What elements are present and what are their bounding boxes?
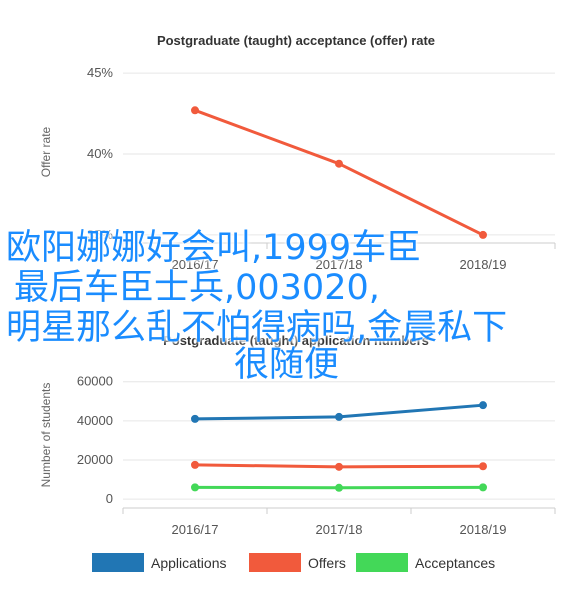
chart2-data-point — [335, 412, 343, 421]
chart1-x-tick-label: 2016/17 — [172, 257, 219, 272]
chart1-series — [191, 106, 487, 239]
overlay-text-line-2: 最后车臣士兵,003020, — [14, 268, 380, 308]
chart2-y-tick-label: 20000 — [77, 452, 113, 467]
chart2-x-tick-label: 2016/17 — [172, 522, 219, 537]
chart1-y-axis-title: Offer rate — [39, 126, 53, 177]
overlay-text-line-4: 很随便 — [234, 345, 340, 385]
chart1-y-tick-label: 40% — [87, 146, 113, 161]
chart2-legend: Applications Offers Acceptances — [92, 553, 495, 572]
chart2-data-point — [191, 483, 199, 492]
chart2-data-point — [191, 414, 199, 423]
legend-label[interactable]: Applications — [151, 555, 227, 571]
chart2-series — [191, 401, 487, 492]
chart2-y-ticks: 0 20000 40000 60000 — [77, 374, 113, 506]
chart2-x-ticks: 2016/17 2017/18 2018/19 — [122, 507, 556, 537]
chart2-y-tick-label: 0 — [106, 491, 113, 506]
legend-swatch[interactable] — [356, 553, 408, 572]
chart1-gridlines — [123, 72, 555, 236]
chart2-y-axis-title: Number of students — [39, 383, 53, 488]
chart1-y-tick-label: 45% — [87, 65, 113, 80]
overlay-text-line-3: 明星那么乱不怕得病吗,金晨私下 — [6, 308, 508, 348]
chart2-x-tick-label: 2017/18 — [316, 522, 363, 537]
chart2-y-tick-label: 40000 — [77, 413, 113, 428]
legend-swatch[interactable] — [92, 553, 144, 572]
chart1-x-tick-label: 2017/18 — [316, 257, 363, 272]
chart1-x-ticks: 2016/17 2017/18 2018/19 — [122, 242, 556, 272]
chart1-x-tick-label: 2018/19 — [460, 257, 507, 272]
chart2-title: Postgraduate (taught) application number… — [163, 333, 429, 348]
chart2-data-point — [479, 462, 487, 471]
chart1-data-point — [191, 106, 199, 115]
chart1-data-point — [335, 159, 343, 168]
chart2-gridlines — [123, 381, 555, 500]
chart2-data-point — [479, 401, 487, 410]
legend-label[interactable]: Offers — [308, 555, 346, 571]
offer-rate-chart: Postgraduate (taught) acceptance (offer)… — [39, 33, 556, 272]
legend-label[interactable]: Acceptances — [415, 555, 495, 571]
chart1-y-ticks: 35% 40% 45% — [87, 65, 113, 242]
application-numbers-chart: Postgraduate (taught) application number… — [39, 333, 556, 572]
legend-swatch[interactable] — [249, 553, 301, 572]
chart1-title: Postgraduate (taught) acceptance (offer)… — [157, 33, 435, 48]
chart1-series-line-0 — [194, 108, 484, 237]
chart2-data-point — [335, 483, 343, 492]
chart2-data-point — [479, 483, 487, 492]
chart2-data-point — [335, 462, 343, 471]
chart1-y-tick-label: 35% — [87, 227, 113, 242]
chart2-data-point — [191, 460, 199, 469]
chart2-x-tick-label: 2018/19 — [460, 522, 507, 537]
chart2-y-tick-label: 60000 — [77, 374, 113, 389]
chart1-data-point — [479, 230, 487, 239]
overlay-text-line-1: 欧阳娜娜好会叫,1999车臣 — [6, 228, 422, 268]
